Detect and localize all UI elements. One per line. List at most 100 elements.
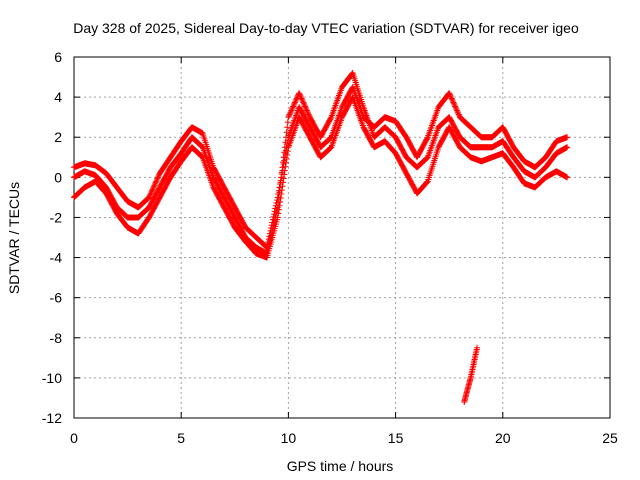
series-track-2 — [71, 70, 571, 257]
data-point — [451, 102, 458, 109]
data-point — [278, 191, 285, 198]
data-point — [455, 110, 462, 117]
data-point — [147, 191, 154, 198]
data-point — [423, 179, 430, 186]
x-axis-label: GPS time / hours — [287, 458, 394, 474]
data-point — [281, 149, 288, 156]
data-point — [153, 178, 160, 185]
axis-ticks: 0 5 10 15 20 25 -12 -10 -8 -6 -4 -2 0 2 4 6 — [42, 49, 618, 446]
data-point — [276, 202, 283, 209]
data-point — [277, 198, 284, 205]
data-point — [284, 152, 291, 159]
data-point — [564, 134, 571, 141]
data-point — [447, 94, 454, 101]
data-point — [283, 134, 290, 141]
data-point — [155, 172, 162, 179]
data-point — [149, 187, 156, 194]
data-point — [285, 114, 292, 121]
data-point — [296, 90, 303, 97]
data-point — [452, 103, 459, 110]
data-point — [154, 174, 161, 181]
data-point — [150, 183, 157, 190]
series-track-3 — [71, 94, 571, 261]
data-point — [290, 102, 297, 109]
data-point — [424, 179, 431, 186]
series-track-1 — [71, 84, 571, 251]
data-point — [275, 210, 282, 217]
data-point — [277, 194, 284, 201]
plot-frame — [73, 56, 611, 419]
x-tick-label: 5 — [177, 430, 185, 446]
data-point — [287, 108, 294, 115]
data-point — [453, 107, 460, 114]
data-point — [450, 99, 457, 106]
data-point — [293, 96, 300, 103]
data-point — [327, 115, 334, 122]
data-point — [305, 111, 312, 118]
data-point — [564, 144, 571, 151]
data-point — [291, 100, 298, 107]
data-point — [283, 159, 290, 166]
data-point — [284, 119, 291, 126]
x-tick-label: 20 — [495, 430, 511, 446]
data-point — [149, 186, 156, 193]
data-point — [564, 174, 571, 181]
data-point — [148, 189, 155, 196]
data-point — [304, 108, 311, 115]
y-tick-label: 0 — [54, 169, 62, 185]
data-point — [299, 96, 306, 103]
data-point — [298, 95, 305, 102]
y-tick-label: -4 — [50, 250, 63, 266]
y-tick-label: 4 — [54, 89, 62, 105]
y-tick-label: -12 — [42, 410, 62, 426]
data-point — [286, 111, 293, 118]
data-point — [299, 98, 306, 105]
data-point — [474, 344, 481, 351]
x-tick-label: 25 — [602, 430, 618, 446]
data-point — [300, 100, 307, 107]
y-axis-label: SDTVAR / TECUs — [6, 182, 22, 294]
data-point — [147, 190, 154, 197]
x-tick-label: 0 — [70, 430, 78, 446]
data-point — [453, 106, 460, 113]
data-point — [280, 179, 287, 186]
data-point — [292, 98, 299, 105]
data-point — [280, 175, 287, 182]
data-point — [446, 91, 453, 98]
data-point — [290, 103, 297, 110]
data-point — [455, 111, 462, 118]
data-point — [288, 107, 295, 114]
data-point — [302, 103, 309, 110]
data-point — [301, 102, 308, 109]
data-point — [300, 99, 307, 106]
data-point — [281, 171, 288, 178]
data-point — [297, 94, 304, 101]
data-point — [305, 110, 312, 117]
data-point — [303, 107, 310, 114]
y-tick-label: -6 — [50, 290, 63, 306]
data-point — [296, 91, 303, 98]
data-point — [282, 163, 289, 170]
y-tick-label: -8 — [50, 330, 63, 346]
y-tick-label: 2 — [54, 129, 62, 145]
y-tick-label: 6 — [54, 49, 62, 65]
data-point — [291, 99, 298, 106]
chart-title: Day 328 of 2025, Sidereal Day-to-day VTE… — [73, 20, 579, 36]
data-point — [151, 181, 158, 188]
x-tick-label: 10 — [281, 430, 297, 446]
data-point — [284, 148, 291, 155]
data-point — [280, 159, 287, 166]
data-point — [349, 70, 356, 77]
data-points — [71, 70, 571, 405]
data-point — [284, 124, 291, 131]
data-point — [424, 135, 431, 142]
data-point — [278, 187, 285, 194]
data-point — [289, 104, 296, 111]
data-point — [153, 177, 160, 184]
data-point — [454, 108, 461, 115]
y-tick-label: -2 — [50, 209, 63, 225]
data-point — [279, 183, 286, 190]
data-point — [154, 175, 161, 182]
data-point — [152, 179, 159, 186]
